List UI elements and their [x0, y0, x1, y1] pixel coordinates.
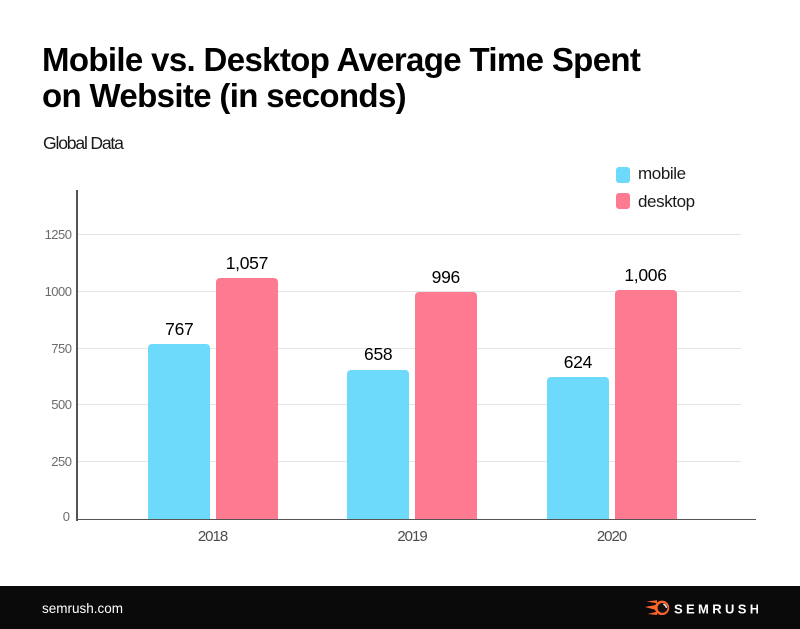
svg-text:SEMRUSH: SEMRUSH: [674, 601, 758, 615]
